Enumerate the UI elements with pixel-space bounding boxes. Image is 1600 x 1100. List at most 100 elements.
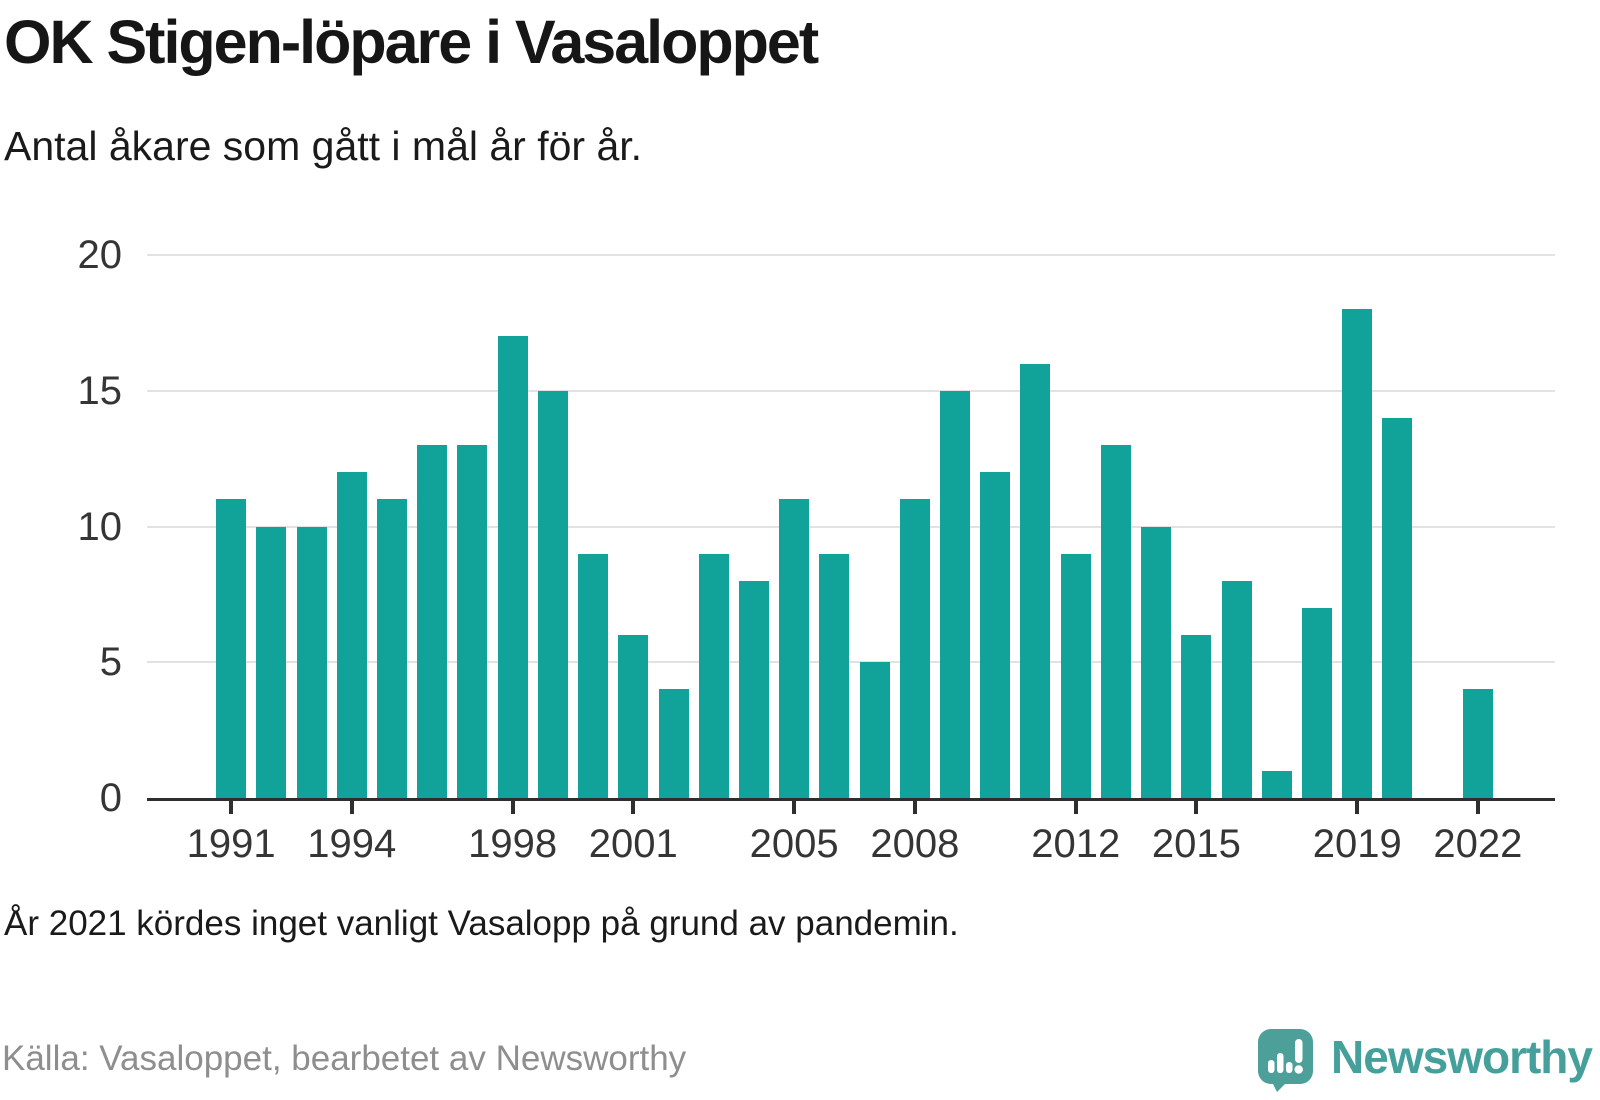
y-tick-label-10: 10 — [77, 504, 123, 549]
y-tick-label-5: 5 — [99, 640, 122, 685]
year-slot-2007 — [855, 255, 895, 798]
year-slot-1991: 1991 — [187, 255, 276, 866]
newsworthy-logo-icon — [1258, 1029, 1314, 1092]
y-gridline-15 — [147, 389, 1555, 392]
year-slot-2009 — [935, 255, 975, 798]
year-slot-2006 — [814, 255, 854, 798]
year-slot-2021 — [1418, 255, 1458, 798]
bar-1992 — [256, 526, 287, 798]
x-tick-1994 — [349, 800, 354, 814]
year-slot-1996 — [412, 255, 452, 798]
year-slot-2004 — [734, 255, 774, 798]
year-slot-2010 — [975, 255, 1015, 798]
year-slot-2020 — [1377, 255, 1417, 798]
bar-2013 — [1100, 445, 1131, 798]
x-tick-label-2019: 2019 — [1312, 822, 1402, 866]
year-slot-2022: 2022 — [1433, 255, 1522, 866]
x-tick-2008 — [912, 800, 917, 814]
year-slot-1998: 1998 — [468, 255, 557, 866]
x-tick-2019 — [1355, 800, 1360, 814]
year-slot-2016 — [1216, 255, 1256, 798]
x-tick-2022 — [1475, 800, 1480, 814]
bar-2018 — [1302, 607, 1333, 798]
bar-2022 — [1462, 689, 1493, 798]
x-tick-label-2015: 2015 — [1151, 822, 1241, 866]
brand-name: Newsworthy — [1331, 1031, 1593, 1083]
bar-2008 — [899, 499, 930, 798]
year-slot-2011 — [1015, 255, 1055, 798]
bar-1991 — [216, 499, 247, 798]
bar-2004 — [738, 580, 769, 798]
y-tick-label-20: 20 — [77, 233, 123, 277]
year-slot-2014 — [1136, 255, 1176, 798]
bar-1999 — [537, 390, 568, 798]
x-tick-label-1994: 1994 — [307, 822, 397, 866]
x-tick-1998 — [510, 800, 515, 814]
y-gridline-20 — [147, 254, 1555, 256]
bar-1993 — [296, 526, 327, 798]
year-slot-1997 — [452, 255, 492, 798]
bar-2015 — [1181, 635, 1212, 798]
plot-area: 1991 1994 1998 2001 2005 2008 2012 2015 2019 2022 — [147, 254, 1555, 866]
bar-2017 — [1261, 770, 1292, 798]
y-gridline-10 — [147, 525, 1555, 528]
year-slot-2008: 2008 — [870, 255, 959, 866]
bar-2019 — [1342, 309, 1373, 798]
page-subtitle: Antal åkare som gått i mål år för år. — [4, 123, 643, 169]
bar-2007 — [859, 662, 890, 798]
bar-1995 — [376, 499, 407, 798]
x-tick-label-2005: 2005 — [749, 822, 839, 866]
x-tick-label-2008: 2008 — [870, 822, 960, 866]
year-slot-2001: 2001 — [589, 255, 678, 866]
year-slot-2012: 2012 — [1031, 255, 1120, 866]
x-tick-2005 — [792, 800, 797, 814]
bar-2012 — [1060, 553, 1091, 798]
bar-2020 — [1382, 417, 1413, 798]
bar-1998 — [497, 336, 528, 798]
bar-chart: 0 5 10 15 20 1991 1994 1998 2001 2005 2008 2012 201… — [0, 233, 1555, 866]
bar-2000 — [578, 553, 609, 798]
bar-2016 — [1221, 580, 1252, 798]
bar-1994 — [336, 472, 367, 798]
x-tick-2012 — [1073, 800, 1078, 814]
bar-2014 — [1141, 526, 1172, 798]
y-gridline-5 — [147, 661, 1555, 664]
year-slot-2002 — [653, 255, 693, 798]
bar-2009 — [940, 390, 971, 798]
year-slot-2013 — [1096, 255, 1136, 798]
year-slot-1994: 1994 — [307, 255, 396, 866]
y-tick-label-0: 0 — [99, 776, 122, 820]
year-slot-2003 — [694, 255, 734, 798]
year-slot-1993 — [291, 255, 331, 798]
year-slot-2017 — [1257, 255, 1297, 798]
x-tick-2015 — [1194, 800, 1199, 814]
x-tick-2001 — [631, 800, 636, 814]
bar-2003 — [698, 553, 729, 798]
x-tick-label-1991: 1991 — [186, 822, 276, 866]
brand-lockup: Newsworthy — [1257, 1022, 1593, 1092]
bar-2011 — [1020, 363, 1051, 798]
page-title: OK Stigen-löpare i Vasaloppet — [4, 8, 819, 76]
x-tick-label-2012: 2012 — [1031, 822, 1121, 866]
year-slot-1995 — [372, 255, 412, 798]
bar-2010 — [980, 472, 1011, 798]
x-tick-label-2022: 2022 — [1433, 822, 1523, 866]
bar-2002 — [658, 689, 689, 798]
year-slot-2015: 2015 — [1152, 255, 1241, 866]
year-slot-1992 — [251, 255, 291, 798]
bars-row: 1991 1994 1998 2001 2005 2008 2012 2015 2019 2022 — [147, 255, 1555, 866]
x-tick-1991 — [229, 800, 234, 814]
year-slot-1999 — [533, 255, 573, 798]
y-tick-label-15: 15 — [77, 368, 123, 413]
bar-2006 — [819, 553, 850, 798]
year-slot-2005: 2005 — [750, 255, 839, 866]
x-axis-line — [147, 798, 1555, 801]
year-slot-2018 — [1297, 255, 1337, 798]
y-axis-labels: 0 5 10 15 20 — [0, 233, 123, 820]
bar-2001 — [618, 635, 649, 798]
x-tick-label-1998: 1998 — [468, 822, 558, 866]
chart-note: År 2021 kördes inget vanligt Vasalopp på… — [4, 904, 959, 943]
x-tick-label-2001: 2001 — [588, 822, 678, 866]
source-credit: Källa: Vasaloppet, bearbetet av Newswort… — [2, 1039, 687, 1078]
